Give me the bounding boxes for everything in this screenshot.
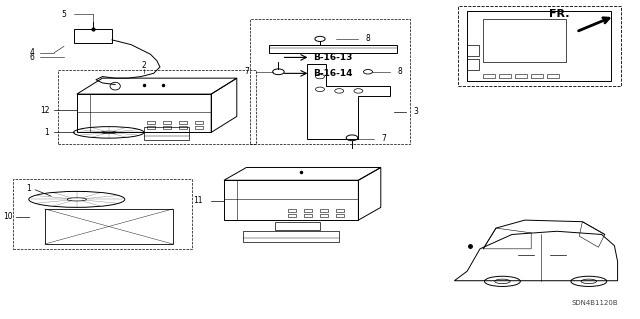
Bar	[58, 70, 256, 144]
Text: 5: 5	[61, 10, 67, 19]
Bar	[467, 45, 479, 56]
Bar	[243, 231, 339, 242]
Bar	[179, 126, 187, 129]
Bar	[195, 126, 203, 129]
Text: 2: 2	[141, 61, 147, 70]
Text: 11: 11	[194, 197, 203, 205]
Bar	[250, 19, 410, 144]
Bar	[483, 19, 566, 62]
Bar	[144, 127, 189, 140]
Text: 4: 4	[29, 48, 35, 57]
Text: 3: 3	[413, 107, 419, 116]
Text: 6: 6	[29, 53, 35, 62]
Bar	[483, 74, 495, 78]
Bar	[336, 209, 344, 212]
Bar	[288, 214, 296, 217]
Bar	[288, 209, 296, 212]
Bar	[163, 121, 171, 124]
Bar	[547, 74, 559, 78]
Bar	[304, 209, 312, 212]
Bar	[467, 11, 611, 81]
Bar	[179, 121, 187, 124]
Bar	[304, 214, 312, 217]
Text: 10: 10	[3, 212, 13, 221]
Text: 1: 1	[26, 184, 31, 193]
Text: 8: 8	[365, 34, 371, 43]
Bar	[74, 29, 112, 43]
Bar	[147, 121, 155, 124]
Text: 12: 12	[40, 106, 49, 115]
Text: 1: 1	[44, 128, 49, 137]
Text: 8: 8	[397, 67, 403, 76]
Bar	[147, 126, 155, 129]
Bar	[13, 179, 192, 249]
Bar	[467, 59, 479, 70]
Text: 7: 7	[381, 134, 387, 143]
Bar	[269, 45, 397, 53]
Text: B-16-14: B-16-14	[314, 69, 353, 78]
Text: B-16-13: B-16-13	[314, 53, 353, 62]
Text: FR.: FR.	[549, 9, 570, 19]
Bar	[275, 222, 320, 230]
Bar	[458, 6, 621, 86]
Text: SDN4B1120B: SDN4B1120B	[572, 300, 618, 306]
Bar	[320, 209, 328, 212]
Bar	[499, 74, 511, 78]
Bar	[336, 214, 344, 217]
Bar	[195, 121, 203, 124]
Bar	[163, 126, 171, 129]
Bar	[515, 74, 527, 78]
Bar	[320, 214, 328, 217]
Bar	[531, 74, 543, 78]
Text: 7: 7	[244, 67, 249, 76]
